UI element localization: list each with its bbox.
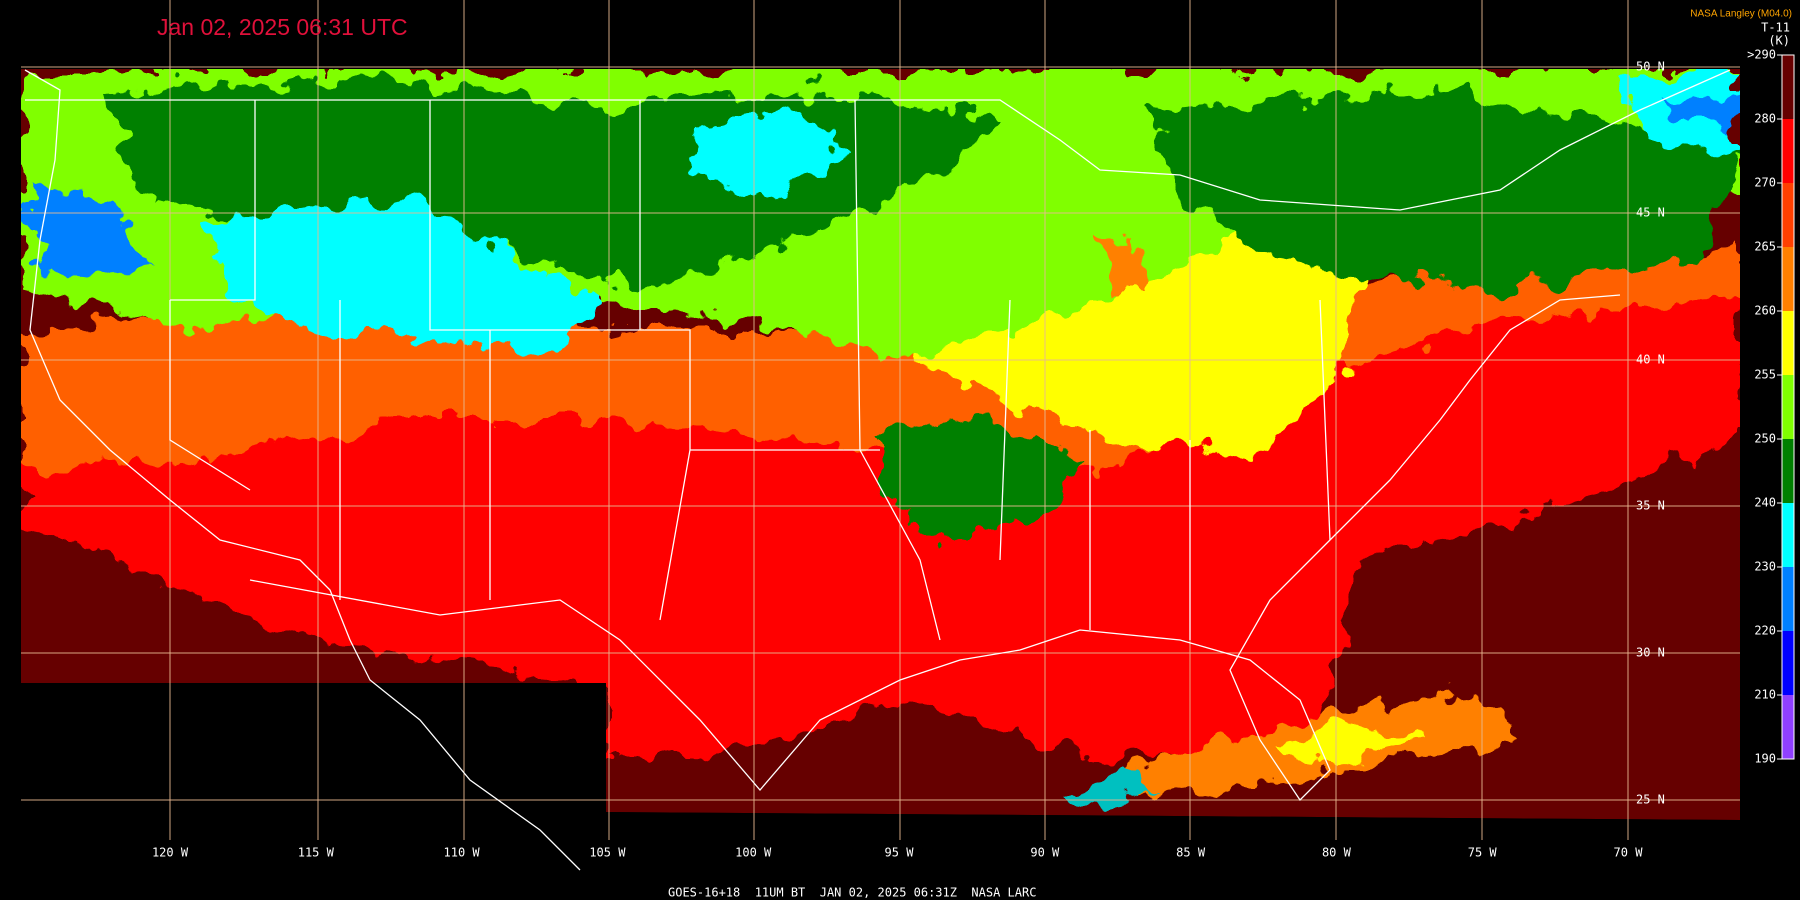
green-region-east bbox=[1150, 90, 1740, 290]
longitude-label: 80 W bbox=[1322, 846, 1352, 860]
longitude-label: 115 W bbox=[298, 846, 335, 860]
colorbar-segment bbox=[1782, 567, 1794, 631]
colorbar-tick-label: 190 bbox=[1754, 752, 1776, 766]
west-coast bbox=[24, 69, 581, 871]
green-region-south bbox=[880, 420, 1080, 540]
longitude-label: 120 W bbox=[152, 846, 189, 860]
cold-region-west bbox=[200, 200, 600, 350]
colorbar-segment bbox=[1782, 375, 1794, 439]
footer: GOES-16+18 11UM BT JAN 02, 2025 06:31Z N… bbox=[668, 886, 1036, 900]
colorbar-segment bbox=[1782, 311, 1794, 375]
colorbar-segment bbox=[1782, 247, 1794, 311]
latitude-label: 45 N bbox=[1636, 206, 1665, 220]
title: Jan 02, 2025 06:31 UTC bbox=[157, 14, 408, 40]
southern-coast bbox=[249, 294, 1621, 802]
very-cold-ne bbox=[1660, 90, 1740, 130]
colorbar-segment bbox=[1782, 503, 1794, 567]
colorbar-tick-label: 240 bbox=[1754, 496, 1776, 510]
colorbar-segment bbox=[1782, 695, 1794, 759]
lake-effect bbox=[1100, 230, 1150, 290]
colorbar-tick-label: 260 bbox=[1754, 304, 1776, 318]
colorbar-tick-label: >290 bbox=[1747, 48, 1776, 62]
agency: NASA Langley (M04.0) bbox=[1690, 9, 1792, 20]
state-lines bbox=[169, 99, 1331, 641]
latitude-label: 50 N bbox=[1636, 60, 1665, 74]
colorbar-tick-label: 270 bbox=[1754, 176, 1776, 190]
colorbar-segment bbox=[1782, 119, 1794, 183]
colorbar-segment bbox=[1782, 631, 1794, 695]
longitude-label: 110 W bbox=[444, 846, 481, 860]
longitude-label: 105 W bbox=[589, 846, 626, 860]
latitude-label: 25 N bbox=[1636, 793, 1665, 807]
colorbar-tick-label: 265 bbox=[1754, 240, 1776, 254]
gulf-stream-clouds-cold bbox=[1280, 720, 1420, 770]
cold-region-north bbox=[690, 110, 850, 200]
colorbar-frame bbox=[1781, 54, 1795, 760]
colorbar-tick-label: 250 bbox=[1754, 432, 1776, 446]
latitude-label: 30 N bbox=[1636, 646, 1665, 660]
channel: T-11 bbox=[1761, 21, 1790, 35]
northern-border bbox=[25, 69, 1731, 211]
borders bbox=[24, 69, 1731, 871]
longitude-label: 70 W bbox=[1614, 846, 1644, 860]
colorbar-tick-label: 230 bbox=[1754, 560, 1776, 574]
longitude-label: 90 W bbox=[1030, 846, 1060, 860]
colorbar-tick-label: 220 bbox=[1754, 624, 1776, 638]
colorbar-tick-label: 210 bbox=[1754, 688, 1776, 702]
colorbar-tick-label: 280 bbox=[1754, 112, 1776, 126]
longitude-label: 75 W bbox=[1468, 846, 1498, 860]
latitude-label: 35 N bbox=[1636, 499, 1665, 513]
colorbar-tick-label: 255 bbox=[1754, 368, 1776, 382]
longitude-label: 85 W bbox=[1176, 846, 1206, 860]
gulf-stream-cold-core bbox=[1070, 770, 1160, 812]
imagery bbox=[21, 69, 1740, 820]
latitude-label: 40 N bbox=[1636, 353, 1665, 367]
unit: (K) bbox=[1768, 34, 1790, 48]
colorbar-segment bbox=[1782, 439, 1794, 503]
colorbar-segment bbox=[1782, 183, 1794, 247]
longitude-label: 95 W bbox=[885, 846, 915, 860]
longitude-label: 100 W bbox=[735, 846, 772, 860]
colorbar-segment bbox=[1782, 55, 1794, 119]
